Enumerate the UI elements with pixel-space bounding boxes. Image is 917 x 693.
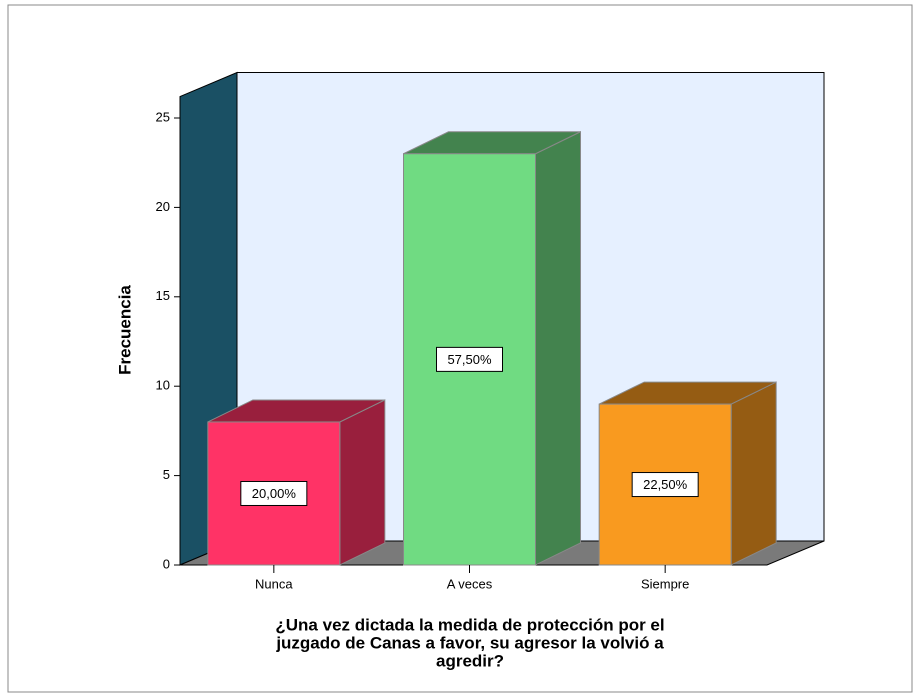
x-tick-label: Siempre: [641, 576, 689, 591]
x-axis-title: ¿Una vez dictada la medida de protección…: [275, 615, 664, 634]
bar-side: [730, 381, 777, 566]
bar-side: [339, 399, 386, 566]
y-tick-label: 5: [163, 467, 170, 482]
y-tick-label: 25: [156, 109, 170, 124]
label-box: [631, 472, 699, 498]
label-box: [240, 480, 308, 506]
y-axis-title: Frecuencia: [115, 285, 134, 375]
data-label: 22,50%: [643, 477, 688, 492]
x-tick-label: Nunca: [255, 576, 293, 591]
bar-side: [535, 130, 581, 566]
x-axis-title: juzgado de Canas a favor, su agresor la …: [275, 633, 664, 652]
y-tick-label: 10: [156, 378, 170, 393]
data-label: 20,00%: [252, 486, 297, 501]
y-tick-label: 0: [163, 556, 170, 571]
y-tick-label: 20: [156, 199, 170, 214]
data-label: 57,50%: [447, 352, 492, 367]
y-tick-label: 15: [156, 288, 170, 303]
label-box: [436, 346, 503, 372]
x-tick-label: A veces: [447, 576, 493, 591]
x-axis-title: agredir?: [436, 651, 504, 670]
